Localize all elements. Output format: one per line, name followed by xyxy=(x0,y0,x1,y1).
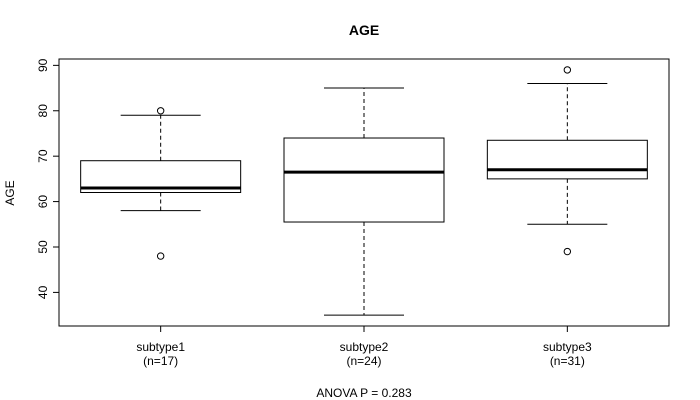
category-label: subtype2 xyxy=(340,340,389,354)
y-tick-label: 40 xyxy=(36,285,50,299)
y-tick-label: 80 xyxy=(36,104,50,118)
outlier-point xyxy=(563,66,572,74)
box-subtype2 xyxy=(283,87,445,316)
x-axis-labels: subtype1(n=17) subtype2(n=24) subtype3(n=3… xyxy=(136,326,592,368)
outlier-point xyxy=(156,107,165,115)
iqr-box xyxy=(486,139,648,180)
category-label: subtype3 xyxy=(543,340,592,354)
anova-footnote: ANOVA P = 0.283 xyxy=(316,386,412,400)
box-subtype3 xyxy=(486,66,648,256)
outlier-point xyxy=(156,252,165,260)
y-tick-label: 50 xyxy=(36,240,50,254)
y-axis: 40 50 60 70 80 90 xyxy=(36,58,60,299)
category-label: subtype1 xyxy=(136,340,185,354)
y-tick-label: 70 xyxy=(36,149,50,163)
category-count-label: (n=24) xyxy=(346,354,381,368)
boxes xyxy=(80,66,648,316)
outlier-point xyxy=(563,247,572,256)
category-count-label: (n=17) xyxy=(143,354,178,368)
iqr-box xyxy=(283,137,445,223)
y-tick-label: 90 xyxy=(36,58,50,72)
chart-title: AGE xyxy=(349,22,379,38)
y-axis-label: AGE xyxy=(3,180,17,205)
category-count-label: (n=31) xyxy=(550,354,585,368)
box-subtype1 xyxy=(80,107,242,260)
y-tick-label: 60 xyxy=(36,195,50,209)
